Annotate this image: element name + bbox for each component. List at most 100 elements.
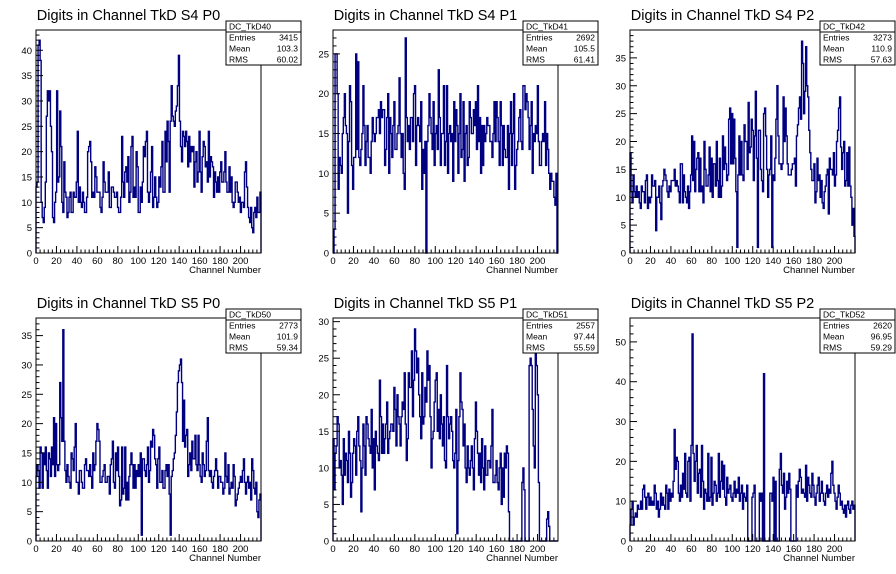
- x-tick-label: 60: [686, 544, 697, 555]
- y-tick-label: 25: [21, 122, 32, 133]
- x-tick-label: 40: [666, 256, 677, 267]
- stats-box-name: DC_TkD42: [823, 22, 865, 32]
- stats-label-entries: Entries: [229, 321, 255, 331]
- x-tick-label: 140: [171, 544, 187, 555]
- y-tick-label: 15: [615, 165, 626, 176]
- x-tick-label: 0: [33, 544, 38, 555]
- stats-value-entries: 2773: [279, 321, 298, 331]
- x-tick-label: 0: [330, 256, 335, 267]
- x-tick-label: 40: [72, 544, 83, 555]
- stats-label-rms: RMS: [526, 343, 545, 353]
- y-tick-label: 30: [615, 81, 626, 92]
- y-tick-label: 35: [21, 331, 32, 342]
- stats-box-frame: [819, 20, 896, 66]
- x-tick-label: 60: [686, 256, 697, 267]
- x-tick-label: 60: [92, 544, 103, 555]
- stats-label-mean: Mean: [526, 332, 548, 342]
- x-tick-label: 0: [627, 544, 632, 555]
- y-tick-label: 20: [21, 147, 32, 158]
- x-tick-label: 140: [468, 256, 484, 267]
- y-tick-label: 40: [615, 377, 626, 388]
- x-tick-label: 160: [786, 256, 802, 267]
- stats-label-entries: Entries: [823, 33, 849, 43]
- stats-box-frame: [819, 308, 896, 354]
- stats-value-entries: 2620: [873, 321, 892, 331]
- y-tick-label: 20: [615, 457, 626, 468]
- x-tick-label: 20: [348, 256, 359, 267]
- x-tick-label: 180: [212, 544, 228, 555]
- stats-label-mean: Mean: [823, 332, 845, 342]
- x-tick-label: 200: [233, 256, 249, 267]
- stats-label-entries: Entries: [526, 321, 552, 331]
- histogram-panel-6: Digits in Channel TkD S5 P20 20 40 60 80 100 1…: [615, 296, 896, 564]
- stats-value-rms: 57.63: [871, 55, 893, 65]
- stats-box-name: DC_TkD52: [823, 310, 865, 320]
- stats-label-rms: RMS: [526, 55, 545, 65]
- x-axis-title: Channel Number: [189, 265, 261, 276]
- x-tick-label: 20: [645, 256, 656, 267]
- stats-box-name: DC_TkD50: [229, 310, 271, 320]
- stats-value-mean: 96.95: [871, 332, 893, 342]
- x-tick-label: 200: [233, 544, 249, 555]
- x-tick-label: 120: [745, 544, 761, 555]
- y-tick-label: 30: [615, 417, 626, 428]
- y-tick-label: 30: [318, 317, 329, 328]
- x-tick-label: 160: [489, 544, 505, 555]
- plot-frame: [332, 317, 559, 542]
- y-tick-label: 10: [318, 463, 329, 474]
- y-tick-label: 50: [615, 337, 626, 348]
- stats-box-frame: [522, 308, 599, 354]
- x-tick-label: 0: [33, 256, 38, 267]
- panel-title: Digits in Channel TkD S5 P1: [334, 296, 518, 312]
- x-axis-title: Channel Number: [783, 553, 855, 564]
- stats-label-mean: Mean: [229, 332, 251, 342]
- x-axis-title: Channel Number: [783, 265, 855, 276]
- y-tick-label: 5: [27, 223, 32, 234]
- panel-title: Digits in Channel TkD S5 P0: [37, 296, 221, 312]
- stats-label-entries: Entries: [823, 321, 849, 331]
- x-tick-label: 140: [765, 256, 781, 267]
- y-tick-label: 10: [615, 497, 626, 508]
- x-tick-label: 200: [530, 544, 546, 555]
- x-tick-label: 80: [113, 256, 124, 267]
- y-tick-label: 0: [324, 249, 329, 260]
- histogram-series: [629, 333, 856, 542]
- x-tick-label: 20: [348, 544, 359, 555]
- y-tick-label: 15: [21, 172, 32, 183]
- y-tick-label: 0: [324, 537, 329, 548]
- x-tick-label: 200: [530, 256, 546, 267]
- stats-value-mean: 101.9: [277, 332, 299, 342]
- x-tick-label: 180: [212, 256, 228, 267]
- x-tick-label: 100: [427, 256, 443, 267]
- stats-value-mean: 97.44: [574, 332, 596, 342]
- stats-value-mean: 110.9: [871, 44, 892, 54]
- x-tick-label: 60: [92, 256, 103, 267]
- stats-box-name: DC_TkD41: [526, 22, 568, 32]
- histogram-series: [35, 329, 262, 541]
- y-tick-label: 35: [615, 53, 626, 64]
- y-tick-label: 40: [21, 46, 32, 57]
- x-tick-label: 160: [192, 544, 208, 555]
- y-tick-label: 25: [318, 49, 329, 60]
- x-tick-label: 20: [51, 256, 62, 267]
- x-tick-label: 180: [509, 544, 525, 555]
- panel-title: Digits in Channel TkD S4 P0: [37, 8, 221, 24]
- y-tick-label: 10: [21, 478, 32, 489]
- x-tick-label: 120: [151, 256, 167, 267]
- stats-label-entries: Entries: [229, 33, 255, 43]
- stats-value-mean: 103.3: [277, 44, 299, 54]
- x-tick-label: 180: [806, 544, 822, 555]
- x-tick-label: 100: [130, 544, 146, 555]
- x-tick-label: 180: [806, 256, 822, 267]
- histogram-series: [629, 40, 856, 253]
- x-tick-label: 100: [130, 256, 146, 267]
- stats-label-rms: RMS: [229, 55, 248, 65]
- x-tick-label: 200: [827, 544, 843, 555]
- x-tick-label: 120: [448, 544, 464, 555]
- x-tick-label: 80: [707, 256, 718, 267]
- x-tick-label: 40: [369, 256, 380, 267]
